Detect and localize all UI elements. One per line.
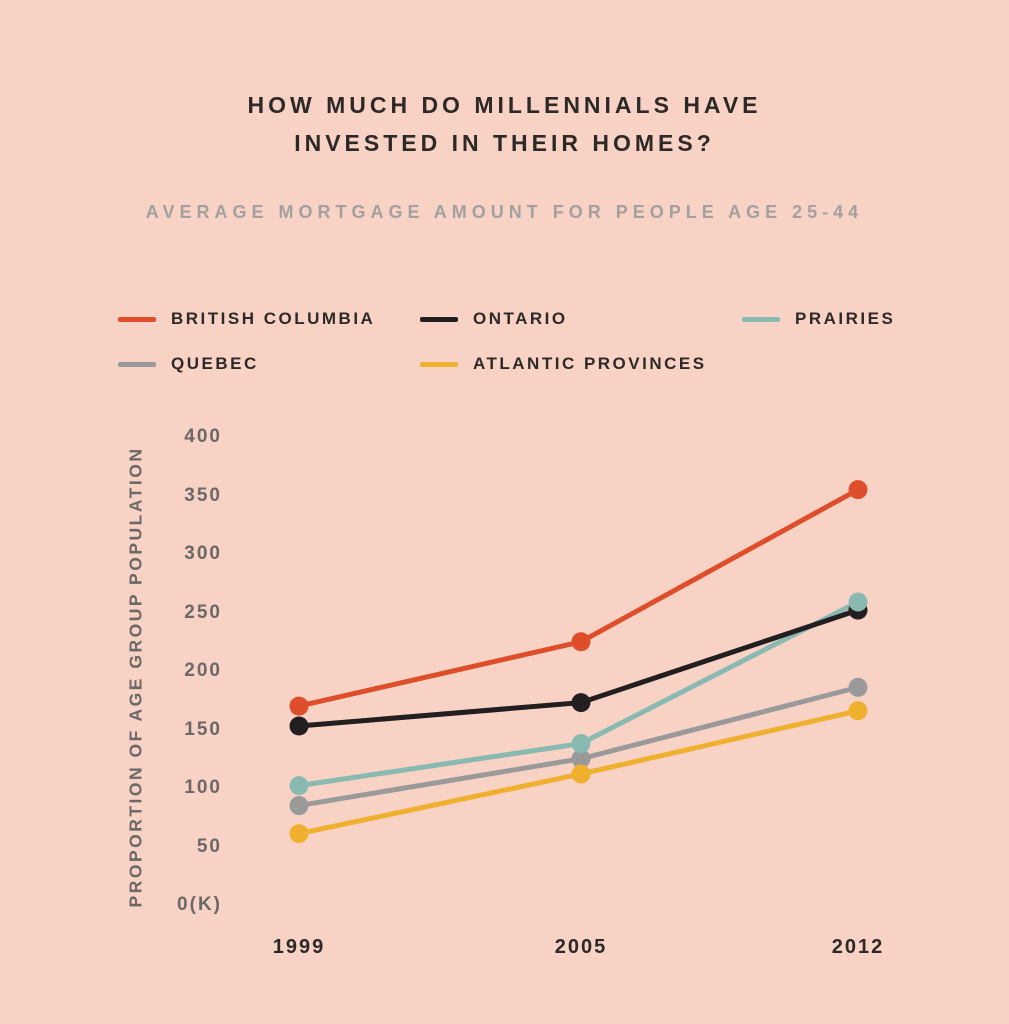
chart-subtitle: AVERAGE MORTGAGE AMOUNT FOR PEOPLE AGE 2… [145, 202, 864, 222]
legend-label-atlantic-provinces: ATLANTIC PROVINCES [473, 354, 707, 373]
chart-legend: BRITISH COLUMBIA ONTARIO PRAIRIES QUEBEC ATL… [118, 306, 958, 377]
data-point-quebec-1999 [289, 796, 309, 816]
data-point-prairies-2012 [848, 592, 868, 612]
legend-label-prairies: PRAIRIES [795, 309, 896, 328]
data-point-british-columbia-1999 [289, 696, 309, 716]
legend-swatch-ontario [420, 316, 458, 322]
data-point-ontario-1999 [289, 716, 309, 736]
legend-label-ontario: ONTARIO [473, 309, 568, 328]
data-point-quebec-2005 [571, 749, 591, 769]
x-tick-1999: 1999 [272, 936, 326, 958]
data-point-atlantic-provinces-1999 [289, 824, 309, 844]
data-point-atlantic-provinces-2012 [848, 701, 868, 721]
data-point-british-columbia-2012 [848, 480, 868, 500]
legend-item-prairies: PRAIRIES [742, 306, 958, 332]
data-point-quebec-2012 [848, 677, 868, 697]
y-tick-150: 150 [184, 718, 222, 740]
legend-item-british-columbia: BRITISH COLUMBIA [118, 306, 420, 332]
legend-label-british-columbia: BRITISH COLUMBIA [171, 309, 376, 328]
y-tick-350: 350 [184, 484, 222, 506]
legend-swatch-prairies [742, 316, 780, 322]
series-line-british-columbia [296, 487, 861, 709]
chart-title: HOW MUCH DO MILLENNIALS HAVE INVESTED IN… [0, 86, 1009, 162]
data-point-prairies-2005 [571, 734, 591, 754]
y-tick-50: 50 [196, 835, 222, 857]
y-tick-300: 300 [184, 543, 222, 564]
data-point-atlantic-provinces-2005 [571, 764, 591, 784]
data-point-british-columbia-2005 [571, 632, 591, 652]
legend-item-ontario: ONTARIO [420, 306, 742, 332]
legend-item-atlantic-provinces: ATLANTIC PROVINCES [420, 351, 742, 377]
y-tick-200: 200 [184, 660, 222, 681]
legend-item-quebec: QUEBEC [118, 351, 420, 377]
chart-title-line-1: HOW MUCH DO MILLENNIALS HAVE [247, 92, 762, 118]
y-tick-100: 100 [184, 777, 222, 798]
legend-swatch-atlantic-provinces [420, 361, 458, 367]
legend-label-quebec: QUEBEC [171, 354, 259, 373]
y-tick-250: 250 [184, 601, 222, 623]
data-point-prairies-1999 [289, 776, 309, 796]
data-point-ontario-2005 [571, 693, 591, 713]
legend-swatch-quebec [118, 361, 156, 367]
x-tick-2012: 2012 [831, 936, 885, 958]
legend-swatch-british-columbia [118, 316, 156, 322]
chart-title-line-2: INVESTED IN THEIR HOMES? [294, 130, 715, 156]
x-tick-2005: 2005 [554, 936, 608, 958]
y-tick-400: 400 [184, 426, 222, 447]
y-tick-0K: 0(K) [177, 894, 222, 915]
